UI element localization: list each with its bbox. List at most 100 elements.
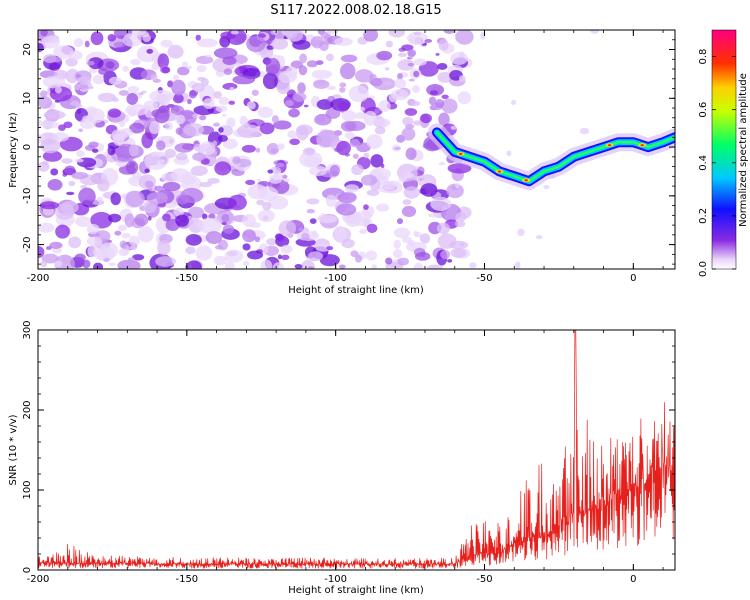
y-tick-label: 0 bbox=[22, 144, 33, 150]
noise-blob bbox=[187, 98, 192, 105]
noise-blob bbox=[246, 101, 256, 110]
noise-blob bbox=[185, 264, 193, 269]
noise-blob bbox=[450, 51, 468, 65]
noise-blob bbox=[287, 130, 298, 139]
noise-blob bbox=[47, 179, 63, 191]
noise-blob bbox=[380, 163, 385, 169]
y-tick-label: 10 bbox=[22, 92, 33, 105]
noise-blob bbox=[265, 238, 278, 246]
noise-blob bbox=[68, 50, 83, 60]
noise-blob bbox=[108, 262, 116, 267]
y-tick-label: 20 bbox=[22, 43, 33, 56]
x-tick-label: -100 bbox=[324, 273, 347, 284]
noise-blob bbox=[376, 203, 390, 212]
noise-blob bbox=[455, 30, 474, 45]
noise-blob bbox=[397, 257, 410, 266]
colorbar-tick-label: 0.6 bbox=[698, 102, 709, 118]
noise-blob bbox=[590, 30, 600, 34]
noise-blob bbox=[127, 85, 140, 93]
noise-blob bbox=[307, 251, 324, 262]
noise-blob bbox=[430, 196, 452, 212]
noise-blob bbox=[435, 52, 440, 56]
noise-blob bbox=[436, 222, 451, 235]
noise-blob bbox=[86, 60, 95, 66]
noise-blob bbox=[259, 122, 275, 135]
noise-blob bbox=[80, 185, 88, 189]
noise-blob bbox=[215, 105, 228, 113]
noise-blob bbox=[181, 61, 188, 68]
noise-blob bbox=[411, 175, 421, 181]
noise-blob bbox=[170, 168, 190, 183]
noise-blob bbox=[74, 253, 86, 262]
x-tick-label: -200 bbox=[27, 574, 50, 585]
noise-blob bbox=[222, 113, 227, 117]
noise-blob bbox=[356, 142, 371, 153]
noise-blob bbox=[271, 38, 289, 50]
noise-blob bbox=[336, 203, 357, 216]
noise-blob bbox=[347, 188, 353, 193]
noise-blob bbox=[255, 147, 261, 153]
noise-blob bbox=[289, 138, 300, 146]
noise-blob bbox=[296, 230, 320, 241]
noise-blob bbox=[579, 127, 590, 135]
noise-blob bbox=[242, 243, 251, 251]
noise-blob bbox=[457, 91, 472, 105]
noise-blob bbox=[363, 204, 369, 211]
noise-blob bbox=[173, 207, 185, 217]
noise-blob bbox=[401, 205, 417, 217]
noise-blob bbox=[285, 66, 298, 79]
noise-blob bbox=[129, 245, 138, 251]
noise-blob bbox=[161, 66, 171, 74]
noise-blob bbox=[223, 68, 233, 75]
noise-blob bbox=[408, 78, 415, 82]
noise-blob bbox=[290, 60, 303, 69]
noise-blob bbox=[459, 241, 465, 248]
snr-series-line bbox=[38, 330, 675, 569]
noise-blob bbox=[156, 140, 166, 151]
snr-frame bbox=[37, 329, 676, 571]
noise-blob bbox=[429, 90, 439, 96]
noise-blob bbox=[64, 165, 76, 176]
noise-blob bbox=[298, 65, 308, 76]
noise-blob bbox=[141, 90, 147, 94]
noise-blob bbox=[86, 223, 100, 235]
noise-blob bbox=[196, 38, 218, 48]
noise-blob bbox=[41, 160, 49, 166]
noise-blob bbox=[366, 134, 383, 150]
noise-blob bbox=[122, 33, 142, 47]
noise-blob bbox=[288, 108, 300, 118]
noise-blob bbox=[90, 31, 104, 46]
noise-blob bbox=[543, 185, 550, 190]
noise-blob bbox=[199, 141, 216, 156]
noise-blob bbox=[107, 145, 116, 156]
noise-blob bbox=[100, 242, 119, 259]
noise-blob bbox=[401, 127, 416, 141]
noise-blob bbox=[450, 125, 457, 130]
noise-blob bbox=[360, 174, 378, 186]
noise-blob bbox=[292, 92, 307, 103]
noise-blob bbox=[199, 181, 213, 188]
noise-blob bbox=[172, 74, 179, 81]
noise-blob bbox=[266, 143, 280, 155]
noise-blob bbox=[130, 58, 141, 66]
noise-blob bbox=[113, 41, 126, 48]
noise-blob bbox=[458, 75, 466, 82]
noise-blob bbox=[65, 57, 78, 67]
noise-blob bbox=[391, 144, 401, 152]
noise-blob bbox=[213, 91, 222, 99]
noise-blob bbox=[149, 90, 175, 103]
noise-blob bbox=[155, 256, 176, 267]
noise-blob bbox=[202, 98, 215, 110]
noise-blob bbox=[404, 124, 415, 129]
noise-blob bbox=[278, 220, 297, 237]
noise-blob bbox=[438, 162, 446, 166]
noise-blob bbox=[410, 100, 421, 107]
noise-blob bbox=[298, 227, 304, 232]
noise-blob bbox=[68, 180, 76, 187]
noise-blob bbox=[344, 120, 366, 132]
snr-xlabel: Height of straight line (km) bbox=[288, 585, 424, 596]
noise-blob bbox=[256, 178, 261, 182]
noise-blob bbox=[167, 44, 184, 59]
noise-blob bbox=[42, 121, 60, 129]
noise-blob bbox=[213, 255, 228, 266]
